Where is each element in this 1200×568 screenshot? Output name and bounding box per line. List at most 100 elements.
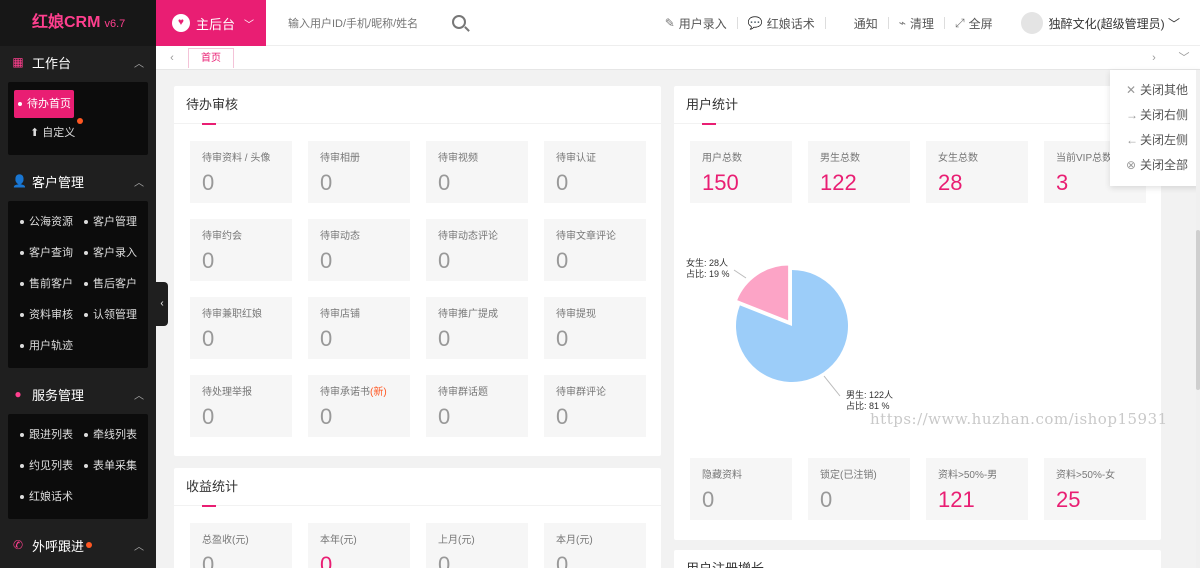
sidebar-item-form-collect[interactable]: 表单采集: [78, 451, 142, 482]
sidebar-item-followup-list[interactable]: 跟进列表: [14, 420, 78, 451]
stat-value: 0: [320, 326, 333, 351]
sidebar-item-profile-review[interactable]: 资料审核: [14, 300, 78, 331]
stat-tile[interactable]: 资料>50%-男 121: [926, 458, 1028, 520]
stat-tile[interactable]: 待审动态评论 0: [426, 219, 528, 281]
stat-label: 待审视频: [438, 153, 478, 164]
stat-tile[interactable]: 待审提现 0: [544, 297, 646, 359]
tab-menu-chevron-icon[interactable]: ﹀: [1178, 52, 1190, 64]
stat-tile[interactable]: 待审兼职红娘 0: [190, 297, 292, 359]
sidebar-item-script[interactable]: 红娘话术: [14, 482, 78, 513]
stat-tile[interactable]: 待审群评论 0: [544, 375, 646, 437]
stat-tile[interactable]: 本月(元) 0: [544, 523, 646, 568]
stat-value: 0: [820, 487, 833, 512]
tab-scroll-left-icon[interactable]: ‹: [170, 52, 174, 64]
growth-card: 用户注册增长: [674, 550, 1161, 568]
avatar[interactable]: [1020, 12, 1043, 34]
notification-dot: [86, 542, 93, 548]
page-scrollbar[interactable]: [1196, 70, 1200, 568]
sidebar-item-customer-entry[interactable]: 客户录入: [78, 238, 142, 269]
script-link[interactable]: 💬 红娘话术: [747, 16, 815, 31]
close-circle-icon: ⊗: [1126, 158, 1137, 172]
sidebar-item-claim-manage[interactable]: 认领管理: [78, 300, 142, 331]
stat-value: 0: [202, 404, 215, 429]
stat-tile[interactable]: 待审相册 0: [308, 141, 410, 203]
nav-group-service[interactable]: ● 服务管理 ︿: [0, 378, 156, 410]
stat-value: 0: [438, 170, 451, 195]
tab-scroll-right-icon[interactable]: ›: [1152, 52, 1156, 64]
stat-tile[interactable]: 待审群话题 0: [426, 375, 528, 437]
stat-tile[interactable]: 待审推广提成 0: [426, 297, 528, 359]
nav-panel-service: 跟进列表 牵线列表 约见列表 表单采集 红娘话术: [8, 414, 148, 519]
close-left-item[interactable]: ← 关闭左侧: [1110, 128, 1200, 153]
user-menu[interactable]: 独醉文化(超级管理员) ﹀: [1048, 16, 1180, 31]
search-input[interactable]: [288, 14, 448, 34]
stat-tile[interactable]: 本年(元) 0: [308, 523, 410, 568]
stat-label: 上月(元): [438, 535, 475, 546]
stat-tile[interactable]: 用户总数 150: [690, 141, 792, 203]
stat-tile[interactable]: 待审约会 0: [190, 219, 292, 281]
stat-label: 总盈收(元): [202, 535, 249, 546]
new-badge: (新): [370, 387, 387, 398]
sidebar-item-todo-home[interactable]: 待办首页: [14, 90, 74, 118]
stat-tile[interactable]: 男生总数 122: [808, 141, 910, 203]
card-title: 待办审核: [174, 86, 661, 125]
nav-group-customers[interactable]: 👤 客户管理 ︿: [12, 174, 144, 190]
stat-tile[interactable]: 上月(元) 0: [426, 523, 528, 568]
stat-value: 25: [1056, 487, 1081, 512]
stat-label: 待审动态: [320, 231, 360, 242]
user-entry-link[interactable]: ✎ 用户录入: [664, 16, 727, 31]
stat-tile[interactable]: 待审文章评论 0: [544, 219, 646, 281]
sidebar-item-customer-query[interactable]: 客户查询: [14, 238, 78, 269]
sidebar-item-match-list[interactable]: 牵线列表: [78, 420, 142, 451]
sidebar-item-user-trace[interactable]: 用户轨迹: [14, 331, 78, 362]
tab-home[interactable]: 首页: [188, 48, 234, 68]
stat-tile[interactable]: 待处理举报 0: [190, 375, 292, 437]
stat-label: 资料>50%-女: [1056, 470, 1116, 481]
stat-label: 当前VIP总数: [1056, 153, 1113, 164]
close-right-item[interactable]: → 关闭右侧: [1110, 103, 1200, 128]
sidebar-item-customer-manage[interactable]: 客户管理: [78, 207, 142, 238]
stat-tile[interactable]: 锁定(已注销) 0: [808, 458, 910, 520]
stat-tile[interactable]: 资料>50%-女 25: [1044, 458, 1146, 520]
close-others-item[interactable]: ✕ 关闭其他: [1110, 78, 1200, 103]
top-header: ♥ 主后台 ﹀ ✎用户录入 💬红娘话术 通知 ⌁清理 ⤢全屏 独醉文化(超级管理…: [156, 0, 1200, 46]
chevron-up-icon: ︿: [134, 390, 144, 402]
app-logo[interactable]: 红娘CRM v6.7: [0, 0, 156, 46]
stat-label: 资料>50%-男: [938, 470, 998, 481]
stat-tile[interactable]: 总盈收(元) 0: [190, 523, 292, 568]
stat-tile[interactable]: 隐藏资料 0: [690, 458, 792, 520]
sidebar-item-meeting-list[interactable]: 约见列表: [14, 451, 78, 482]
stat-label: 本年(元): [320, 535, 357, 546]
notice-link[interactable]: 通知: [853, 16, 878, 31]
stat-label: 待审承诺书(新): [320, 387, 387, 398]
stat-value: 121: [938, 487, 975, 512]
stat-value: 0: [438, 248, 451, 273]
stat-tile[interactable]: 待审资料 / 头像 0: [190, 141, 292, 203]
stat-tile[interactable]: 待审认证 0: [544, 141, 646, 203]
clear-link[interactable]: ⌁ 清理: [898, 16, 935, 31]
stat-label: 待审文章评论: [556, 231, 616, 242]
stat-value: 150: [702, 170, 739, 195]
stat-tile[interactable]: 待审店铺 0: [308, 297, 410, 359]
user-avatar-icon: ♥: [172, 14, 190, 32]
sidebar-item-presale[interactable]: 售前客户: [14, 269, 78, 300]
sidebar-item-public-pool[interactable]: 公海资源: [14, 207, 78, 238]
stat-tile[interactable]: 待审动态 0: [308, 219, 410, 281]
search-icon[interactable]: [452, 15, 466, 29]
fullscreen-link[interactable]: ⤢ 全屏: [955, 15, 993, 31]
stat-label: 本月(元): [556, 535, 593, 546]
sidebar-collapse-button[interactable]: ‹: [156, 282, 168, 326]
main-console-button[interactable]: ♥ 主后台 ﹀: [156, 0, 266, 46]
nav-group-outbound[interactable]: ✆ 外呼跟进 ︿: [12, 538, 144, 554]
arrow-left-icon: ←: [1126, 133, 1138, 147]
chevron-up-icon: ︿: [134, 541, 144, 553]
sidebar-item-custom[interactable]: ⬆ 自定义: [24, 118, 84, 149]
stat-tile[interactable]: 待审承诺书(新) 0: [308, 375, 410, 437]
notification-dot: [77, 118, 84, 124]
stat-tile[interactable]: 待审视频 0: [426, 141, 528, 203]
stat-tile[interactable]: 女生总数 28: [926, 141, 1028, 203]
stat-value: 0: [438, 404, 451, 429]
close-all-item[interactable]: ⊗ 关闭全部: [1110, 153, 1200, 178]
nav-group-workbench[interactable]: ▦ 工作台 ︿: [12, 55, 144, 71]
sidebar-item-aftersale[interactable]: 售后客户: [78, 269, 142, 300]
